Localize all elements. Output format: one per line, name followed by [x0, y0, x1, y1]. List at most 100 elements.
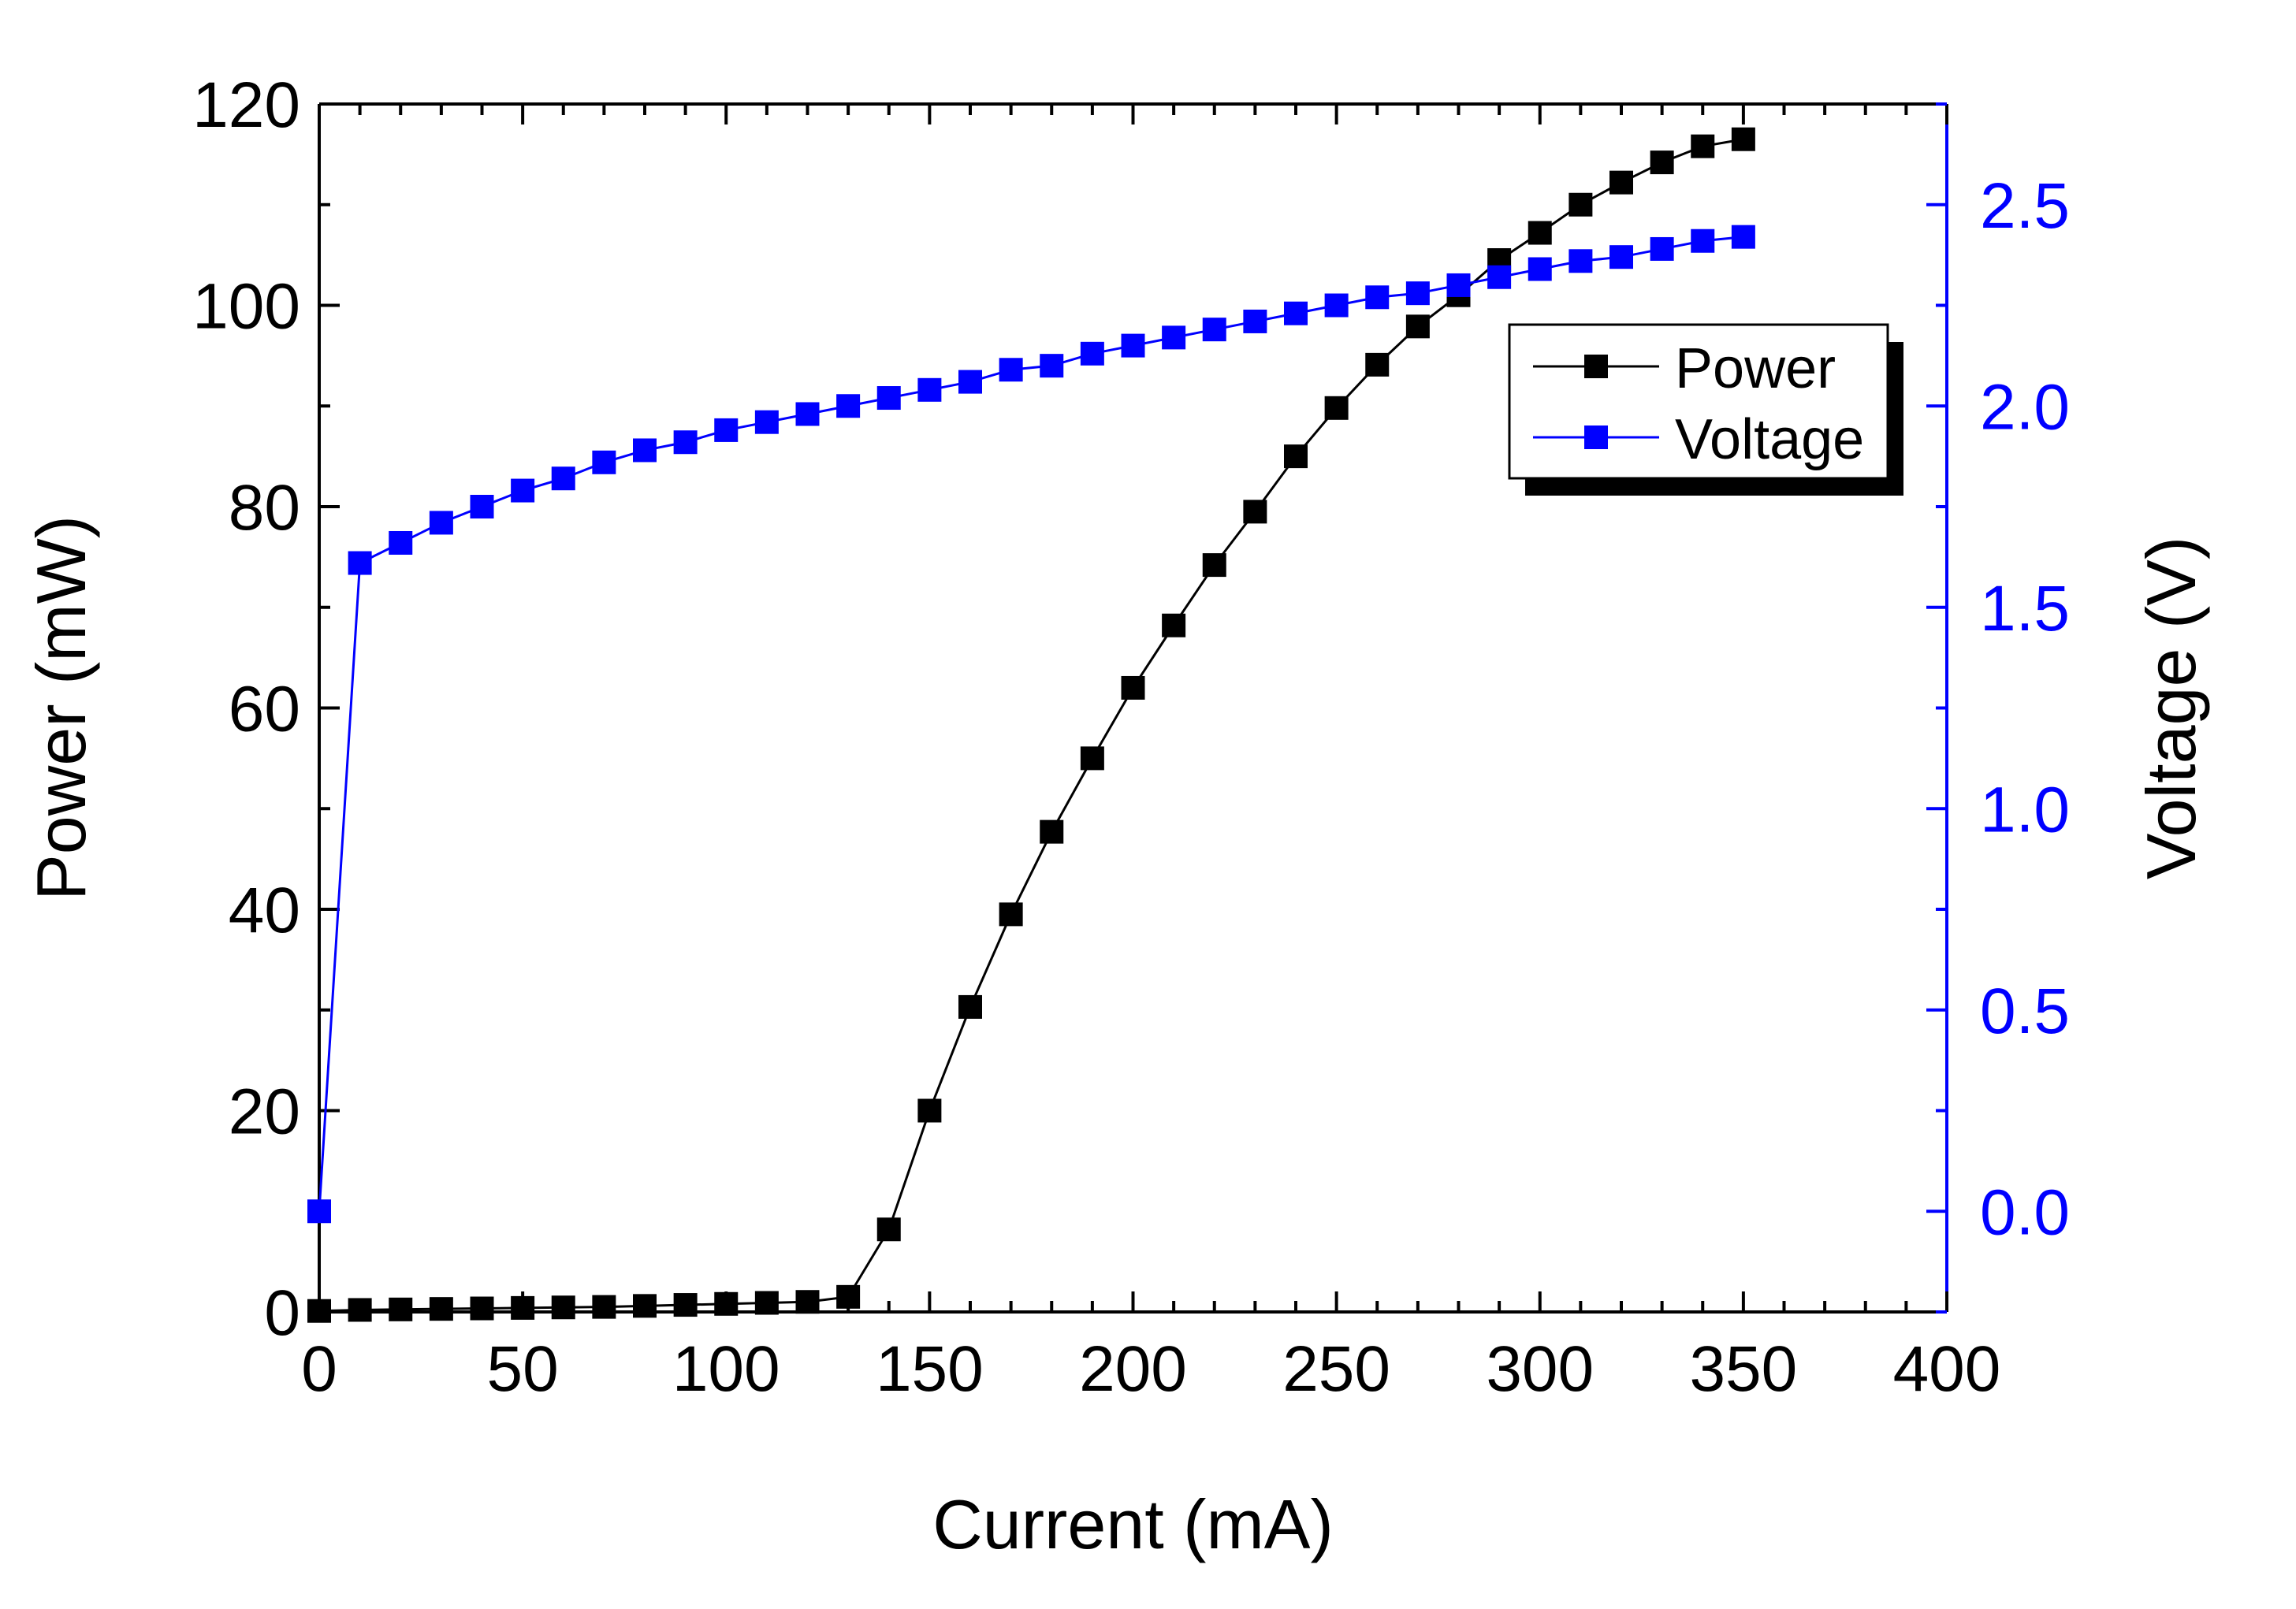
- y-tick-label: 60: [229, 674, 300, 745]
- voltage-point: [1284, 301, 1308, 325]
- power-point: [511, 1295, 535, 1320]
- power-point: [1040, 819, 1064, 844]
- voltage-point: [1528, 257, 1552, 281]
- power-point: [836, 1284, 861, 1309]
- legend-marker-voltage: [1584, 425, 1608, 449]
- voltage-point: [1202, 318, 1226, 342]
- x-axis-title: Current (mA): [932, 1485, 1334, 1563]
- voltage-point: [1731, 225, 1755, 249]
- voltage-point: [714, 418, 739, 442]
- voltage-point: [592, 450, 616, 474]
- legend-label-voltage: Voltage: [1675, 408, 1864, 471]
- voltage-point: [1568, 249, 1593, 273]
- voltage-point: [795, 402, 820, 426]
- power-point: [551, 1295, 575, 1320]
- voltage-point: [1162, 325, 1186, 350]
- voltage-point: [1121, 333, 1145, 358]
- y2-tick-label: 1.5: [1980, 573, 2070, 645]
- x-tick-label: 0: [301, 1333, 337, 1405]
- voltage-point: [876, 386, 901, 411]
- voltage-point: [348, 551, 372, 575]
- y-tick-label: 40: [229, 875, 300, 946]
- power-point: [1284, 444, 1308, 469]
- power-point: [1162, 613, 1186, 637]
- power-point: [917, 1098, 942, 1123]
- x-tick-label: 200: [1079, 1333, 1187, 1405]
- power-point: [1405, 314, 1430, 339]
- voltage-point: [917, 377, 942, 402]
- power-point: [1080, 746, 1104, 771]
- x-tick-label: 300: [1486, 1333, 1594, 1405]
- power-point: [1528, 221, 1552, 245]
- voltage-point: [1405, 281, 1430, 306]
- y2-tick-label: 2.5: [1980, 170, 2070, 242]
- y2-axis-title: Voltage (V): [2132, 537, 2210, 879]
- power-point: [754, 1291, 779, 1315]
- voltage-point: [1080, 341, 1104, 366]
- y-tick-label: 80: [229, 472, 300, 544]
- power-point: [714, 1291, 739, 1316]
- power-point: [470, 1296, 494, 1321]
- y-tick-label: 120: [192, 69, 300, 141]
- legend-label-power: Power: [1675, 337, 1836, 400]
- power-point: [1568, 192, 1593, 217]
- power-point: [348, 1298, 372, 1322]
- y2-tick-label: 0.0: [1980, 1176, 2070, 1248]
- y2-tick-label: 2.0: [1980, 371, 2070, 443]
- voltage-point: [1446, 273, 1471, 297]
- power-point: [307, 1299, 331, 1323]
- power-point: [592, 1295, 616, 1319]
- power-point: [795, 1290, 820, 1314]
- power-point: [1243, 500, 1267, 524]
- voltage-point: [307, 1199, 331, 1224]
- voltage-point: [999, 358, 1023, 382]
- power-point: [673, 1293, 698, 1317]
- power-point: [1650, 150, 1674, 175]
- plot-area: 0 50 100 150 200 250 300 350 400 0 20 40 60 80 100 120 0…: [22, 69, 2210, 1563]
- power-point: [876, 1217, 901, 1242]
- power-point: [1691, 134, 1715, 158]
- x-tick-label: 100: [672, 1333, 780, 1405]
- power-point: [633, 1294, 657, 1318]
- voltage-point: [958, 370, 982, 394]
- power-point: [1731, 127, 1755, 151]
- y2-tick-label: 1.0: [1980, 774, 2070, 845]
- voltage-point: [429, 511, 453, 535]
- voltage-point: [673, 430, 698, 455]
- voltage-point: [1324, 293, 1349, 318]
- x-tick-label: 250: [1282, 1333, 1390, 1405]
- voltage-point: [754, 410, 779, 434]
- voltage-point: [511, 478, 535, 503]
- x-tick-label: 350: [1689, 1333, 1797, 1405]
- voltage-point: [1609, 245, 1633, 269]
- power-point: [999, 902, 1023, 927]
- power-point: [389, 1297, 413, 1321]
- y2-tick-label: 0.5: [1980, 975, 2070, 1047]
- y-tick-label: 0: [264, 1277, 300, 1349]
- voltage-point: [1487, 265, 1512, 289]
- voltage-point: [389, 530, 413, 555]
- power-point: [1609, 170, 1633, 195]
- power-point: [1324, 396, 1349, 420]
- y-axis-title: Power (mW): [22, 515, 100, 901]
- voltage-point: [1691, 229, 1715, 253]
- power-point: [1202, 553, 1226, 578]
- x-tick-label: 50: [487, 1333, 559, 1405]
- power-point: [429, 1297, 453, 1321]
- power-point: [958, 994, 982, 1019]
- voltage-point: [1243, 309, 1267, 333]
- x-tick-label: 150: [876, 1333, 984, 1405]
- legend-box: [1508, 323, 1889, 480]
- power-point: [1365, 352, 1390, 377]
- voltage-point: [1040, 354, 1064, 378]
- legend-marker-power: [1584, 355, 1608, 378]
- y-tick-label: 100: [192, 271, 300, 343]
- voltage-point: [836, 394, 861, 418]
- y-tick-label: 20: [229, 1076, 300, 1148]
- voltage-point: [470, 495, 494, 518]
- x-tick-label: 400: [1893, 1333, 2001, 1405]
- voltage-point: [551, 466, 575, 491]
